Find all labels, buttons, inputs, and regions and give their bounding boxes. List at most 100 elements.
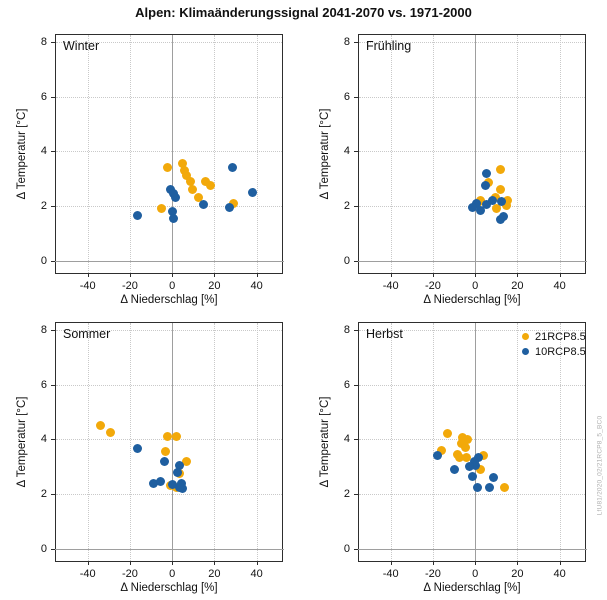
gridline-vertical (517, 323, 519, 561)
x-axis-tick (214, 561, 216, 565)
data-point (148, 478, 158, 488)
data-point (470, 460, 480, 470)
x-tick-label: -40 (79, 280, 96, 292)
y-tick-label: 2 (343, 487, 350, 500)
zero-line-vertical (172, 35, 174, 273)
x-tick-label: 40 (250, 568, 263, 580)
data-point (201, 176, 211, 186)
data-point (132, 211, 142, 221)
y-axis-tick (51, 151, 55, 153)
x-tick-label: 40 (553, 280, 566, 292)
gridline-horizontal (359, 439, 585, 441)
gridline-horizontal (359, 329, 585, 331)
data-point (228, 198, 238, 208)
legend-item-21rcp85: 21RCP8.5 (522, 329, 586, 344)
y-axis-tick (354, 329, 358, 331)
x-tick-label: -40 (382, 568, 399, 580)
data-point (475, 205, 485, 215)
y-axis-tick (354, 384, 358, 386)
data-point (454, 452, 464, 462)
data-point (496, 185, 505, 195)
x-tick-label: -20 (121, 568, 138, 580)
data-point (171, 432, 181, 442)
y-tick-label: 6 (343, 378, 350, 391)
x-tick-label: -20 (121, 280, 138, 292)
data-point (482, 200, 492, 210)
gridline-horizontal (56, 329, 282, 331)
legend-swatch-orange-icon (522, 333, 529, 340)
x-tick-label: 20 (208, 280, 221, 292)
data-point (132, 444, 142, 454)
gridline-horizontal (56, 151, 282, 153)
data-point (157, 204, 167, 214)
data-point (443, 429, 453, 439)
zero-line-horizontal (54, 548, 284, 550)
data-point (436, 445, 446, 455)
y-axis-tick (51, 493, 55, 495)
panel-title: Winter (63, 39, 100, 53)
data-point (473, 452, 483, 462)
data-point (247, 187, 257, 197)
x-tick-label: 20 (511, 568, 524, 580)
x-axis-tick (87, 273, 89, 277)
data-point (161, 447, 171, 457)
gridline-vertical (87, 323, 89, 561)
panel-summer: Δ Temperatur [°C] Δ Niederschlag [%] -40… (16, 322, 284, 594)
y-axis-tick (51, 548, 55, 550)
y-axis-tick (354, 205, 358, 207)
panel-spring: Δ Temperatur [°C] Δ Niederschlag [%] -40… (319, 34, 587, 306)
x-axis-tick (256, 273, 258, 277)
y-axis-tick (51, 384, 55, 386)
chart-title: Alpen: Klimaänderungssignal 2041-2070 vs… (135, 5, 472, 20)
y-axis-tick (354, 493, 358, 495)
panel-title: Frühling (366, 39, 412, 53)
zero-line-vertical (172, 323, 174, 561)
y-axis-tick (354, 260, 358, 262)
x-axis-tick (390, 561, 392, 565)
x-tick-label: 40 (250, 280, 263, 292)
gridline-vertical (432, 35, 434, 273)
zero-line-horizontal (54, 260, 284, 262)
x-axis-label: Δ Niederschlag [%] (423, 582, 521, 594)
x-axis-label: Δ Niederschlag [%] (120, 582, 218, 594)
x-axis-tick (129, 273, 131, 277)
x-axis-tick (432, 273, 434, 277)
x-axis-tick (214, 273, 216, 277)
data-point (496, 215, 505, 225)
gridline-horizontal (359, 151, 585, 153)
y-tick-label: 6 (40, 90, 47, 103)
gridline-vertical (214, 323, 216, 561)
gridline-vertical (129, 35, 131, 273)
y-axis-tick (51, 41, 55, 43)
y-tick-label: 0 (40, 542, 47, 555)
data-point (167, 206, 177, 216)
data-point (175, 482, 185, 492)
y-axis-label: Δ Temperatur [°C] (319, 108, 331, 200)
gridline-vertical (129, 323, 131, 561)
y-axis-tick (354, 96, 358, 98)
x-tick-label: 0 (472, 568, 479, 580)
legend-label: 10RCP8.5 (535, 345, 586, 358)
data-point (175, 460, 185, 470)
panel-title: Sommer (63, 327, 111, 341)
data-point (461, 442, 471, 452)
x-axis-tick (432, 561, 434, 565)
data-point (180, 165, 190, 175)
y-tick-label: 8 (343, 35, 350, 48)
x-tick-label: 0 (169, 280, 176, 292)
panel-autumn: Δ Temperatur [°C] Δ Niederschlag [%] -40… (319, 322, 587, 594)
y-axis-tick (354, 548, 358, 550)
y-axis-label: Δ Temperatur [°C] (319, 396, 331, 488)
y-axis-label: Δ Temperatur [°C] (16, 108, 28, 200)
gridline-vertical (256, 323, 258, 561)
data-point (503, 196, 513, 205)
data-point (199, 200, 209, 210)
watermark-text: LfU81/2020_02/21RCP8_5_BC0 (596, 415, 604, 516)
panel-winter: Δ Temperatur [°C] Δ Niederschlag [%] -40… (16, 34, 284, 306)
y-axis-tick (354, 41, 358, 43)
gridline-vertical (390, 35, 392, 273)
y-axis-label: Δ Temperatur [°C] (16, 396, 28, 488)
data-point (487, 196, 497, 205)
gridline-vertical (432, 323, 434, 561)
